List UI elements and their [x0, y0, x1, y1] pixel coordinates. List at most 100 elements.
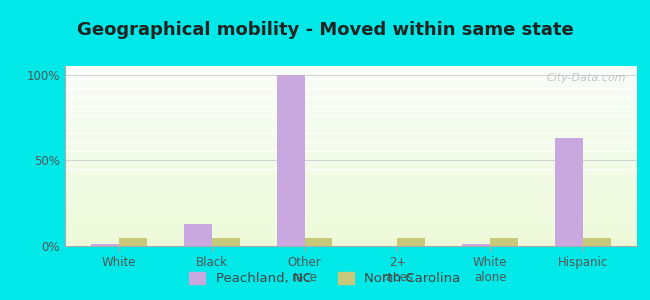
Bar	[65, 104, 637, 105]
Bar	[65, 106, 637, 107]
Bar	[65, 170, 637, 171]
Bar	[65, 124, 637, 125]
Bar	[65, 100, 637, 101]
Bar	[65, 156, 637, 157]
Bar	[65, 105, 637, 106]
Bar	[65, 157, 637, 158]
Bar	[65, 146, 637, 147]
Bar	[65, 181, 637, 182]
Bar	[65, 214, 637, 215]
Bar	[65, 151, 637, 152]
Bar	[65, 239, 637, 240]
Bar	[65, 145, 637, 146]
Bar	[65, 152, 637, 153]
Bar	[65, 101, 637, 102]
Bar	[65, 245, 637, 246]
Bar	[65, 115, 637, 116]
Bar	[65, 209, 637, 210]
Bar	[65, 112, 637, 113]
Bar	[65, 95, 637, 96]
Bar	[65, 131, 637, 132]
Bar	[65, 86, 637, 87]
Bar	[65, 125, 637, 126]
Bar	[65, 84, 637, 85]
Bar	[65, 88, 637, 89]
Bar	[65, 103, 637, 104]
Bar	[65, 198, 637, 199]
Bar	[65, 90, 637, 91]
Bar	[65, 194, 637, 195]
Bar	[65, 89, 637, 90]
Bar	[65, 190, 637, 191]
Bar	[65, 122, 637, 123]
Bar	[65, 205, 637, 206]
Bar	[65, 116, 637, 117]
Bar	[65, 216, 637, 217]
Bar	[65, 153, 637, 154]
Bar	[65, 142, 637, 143]
Bar	[65, 119, 637, 120]
Bar	[65, 232, 637, 233]
Bar	[65, 75, 637, 76]
Bar	[65, 238, 637, 239]
Bar	[65, 108, 637, 109]
Bar	[65, 243, 637, 244]
Bar	[65, 87, 637, 88]
Bar	[65, 78, 637, 79]
Bar	[65, 76, 637, 77]
Bar	[555, 138, 583, 246]
Text: City-Data.com: City-Data.com	[546, 73, 625, 83]
Bar	[65, 80, 637, 81]
Bar	[65, 179, 637, 180]
Bar	[65, 96, 637, 97]
Bar	[65, 169, 637, 170]
Bar	[65, 192, 637, 193]
Bar	[397, 238, 425, 246]
Bar	[65, 102, 637, 103]
Bar	[119, 238, 147, 246]
Bar	[65, 163, 637, 164]
Bar	[65, 168, 637, 169]
Bar	[65, 117, 637, 118]
Bar	[65, 227, 637, 228]
Bar	[65, 204, 637, 205]
Bar	[65, 130, 637, 131]
Bar	[65, 77, 637, 78]
Bar	[65, 72, 637, 73]
Bar	[65, 92, 637, 93]
Bar	[65, 177, 637, 178]
Bar	[65, 207, 637, 208]
Bar	[65, 211, 637, 212]
Bar	[65, 229, 637, 230]
Bar	[65, 208, 637, 209]
Bar	[65, 113, 637, 114]
Bar	[277, 75, 305, 246]
Bar	[65, 107, 637, 108]
Bar	[65, 196, 637, 197]
Bar	[65, 123, 637, 124]
Bar	[65, 69, 637, 70]
Bar	[65, 217, 637, 218]
Bar	[65, 143, 637, 144]
Text: Geographical mobility - Moved within same state: Geographical mobility - Moved within sam…	[77, 21, 573, 39]
Bar	[65, 233, 637, 234]
Bar	[65, 197, 637, 198]
Bar	[65, 126, 637, 127]
Bar	[65, 210, 637, 211]
Bar	[65, 137, 637, 138]
Bar	[65, 70, 637, 71]
Bar	[65, 206, 637, 207]
Bar	[65, 71, 637, 72]
Bar	[65, 118, 637, 119]
Bar	[184, 224, 212, 246]
Bar	[65, 74, 637, 75]
Bar	[65, 114, 637, 115]
Bar	[65, 139, 637, 140]
Bar	[65, 186, 637, 187]
Legend: Peachland, NC, North Carolina: Peachland, NC, North Carolina	[184, 266, 466, 290]
Bar	[65, 221, 637, 222]
Bar	[65, 128, 637, 129]
Bar	[65, 215, 637, 216]
Bar	[65, 160, 637, 161]
Bar	[65, 161, 637, 162]
